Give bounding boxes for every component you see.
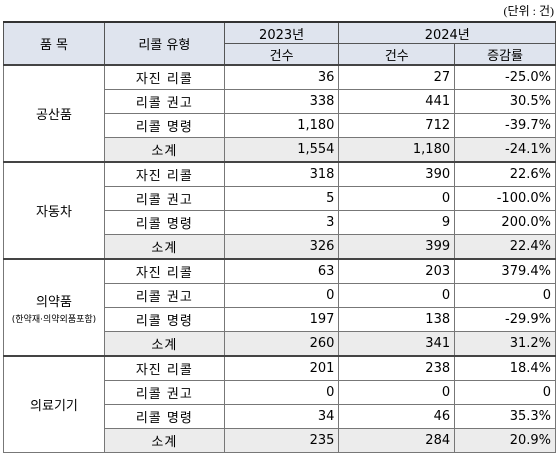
table-row: 소계 260 341 31.2% (4, 331, 556, 357)
group-note: (한약재·의약외품포함) (11, 314, 97, 325)
number-cell: -25.0% (454, 64, 556, 90)
recall-type: 리콜 명령 (103, 113, 225, 138)
number-cell: 203 (338, 258, 456, 284)
number-cell: 318 (223, 161, 340, 187)
number-cell: 399 (338, 234, 456, 260)
recall-type: 자진 리콜 (103, 64, 225, 90)
recall-type: 자진 리콜 (103, 258, 225, 284)
number-cell: 1,180 (223, 113, 340, 138)
number-cell: 46 (338, 404, 456, 429)
number-cell: 390 (338, 161, 456, 187)
table-row: 자동차 자진 리콜 318 390 22.6% (3, 161, 556, 260)
group-name: 공산품 (36, 108, 72, 123)
number-cell: 3 (223, 210, 340, 235)
number-cell: 63 (223, 258, 340, 284)
header-cell: 2023년 (223, 21, 340, 44)
table-row: 리콜 명령 197 138 -29.9% (4, 307, 556, 332)
group-name: 의약품 (36, 294, 72, 310)
recall-type: 리콜 명령 (103, 404, 225, 429)
group-name: 자동차 (36, 205, 72, 220)
group-name: 의료기기 (30, 399, 78, 414)
number-cell: 0 (223, 283, 340, 308)
group-cell: 자동차 (3, 161, 105, 260)
group-cell: 의약품 (한약재·의약외품포함) (3, 258, 105, 357)
number-cell: 0 (454, 380, 556, 405)
header-cell: 리콜 유형 (103, 21, 225, 66)
number-cell: 35.3% (454, 404, 556, 429)
number-cell: 34 (223, 404, 340, 429)
recall-type: 자진 리콜 (103, 355, 225, 381)
recall-type: 리콜 권고 (103, 380, 225, 405)
table-row: 소계 1,554 1,180 -24.1% (4, 137, 556, 163)
number-cell: 238 (338, 355, 456, 381)
number-cell: 138 (338, 307, 456, 332)
table-row: 리콜 권고 5 0 -100.0% (4, 186, 556, 211)
recall-type: 소계 (103, 234, 225, 260)
table-row: 의약품 (한약재·의약외품포함) 자진 리콜 63 203 379.4% (3, 258, 556, 357)
number-cell: 5 (223, 186, 340, 211)
number-cell: 235 (223, 428, 340, 453)
recall-type: 소계 (103, 331, 225, 357)
number-cell: 379.4% (454, 258, 556, 284)
number-cell: 30.5% (454, 89, 556, 114)
number-cell: 0 (454, 283, 556, 308)
number-cell: 341 (338, 331, 456, 357)
number-cell: 338 (223, 89, 340, 114)
header-cell: 건수 (223, 43, 340, 66)
recall-type: 소계 (103, 137, 225, 163)
recall-table: 품 목 리콜 유형 2023년 2024년 건수 건수 증감률 공산품 자진 리콜… (3, 21, 556, 453)
number-cell: 36 (223, 64, 340, 90)
group-cell: 공산품 (3, 64, 105, 163)
number-cell: 18.4% (454, 355, 556, 381)
number-cell: 22.4% (454, 234, 556, 260)
table-row: 공산품 자진 리콜 36 27 -25.0% (3, 64, 556, 163)
table-row: 리콜 명령 3 9 200.0% (4, 210, 556, 235)
recall-type: 리콜 명령 (103, 307, 225, 332)
number-cell: -29.9% (454, 307, 556, 332)
number-cell: 197 (223, 307, 340, 332)
number-cell: 0 (338, 380, 456, 405)
recall-type: 리콜 권고 (103, 89, 225, 114)
number-cell: 441 (338, 89, 456, 114)
table-row: 리콜 권고 0 0 0 (4, 283, 556, 308)
number-cell: 31.2% (454, 331, 556, 357)
header-cell: 건수 (338, 43, 456, 66)
recall-type: 리콜 권고 (103, 283, 225, 308)
table-row: 소계 235 284 20.9% (4, 428, 556, 453)
table-row: 리콜 권고 338 441 30.5% (4, 89, 556, 114)
number-cell: 20.9% (454, 428, 556, 453)
number-cell: -24.1% (454, 137, 556, 163)
recall-type: 리콜 권고 (103, 186, 225, 211)
number-cell: 1,554 (223, 137, 340, 163)
number-cell: 200.0% (454, 210, 556, 235)
header-cell: 2024년 (338, 21, 556, 44)
number-cell: 0 (338, 186, 456, 211)
recall-type: 자진 리콜 (103, 161, 225, 187)
table-row: 리콜 명령 1,180 712 -39.7% (4, 113, 556, 138)
number-cell: 201 (223, 355, 340, 381)
unit-label: (단위 : 건) (503, 4, 554, 18)
number-cell: 326 (223, 234, 340, 260)
table-row: 의료기기 자진 리콜 201 238 18.4% (3, 355, 556, 453)
number-cell: 0 (338, 283, 456, 308)
number-cell: 9 (338, 210, 456, 235)
number-cell: 712 (338, 113, 456, 138)
number-cell: 260 (223, 331, 340, 357)
header-cell: 품 목 (3, 21, 105, 66)
number-cell: 22.6% (454, 161, 556, 187)
table-row: 리콜 명령 34 46 35.3% (4, 404, 556, 429)
number-cell: 1,180 (338, 137, 456, 163)
number-cell: -100.0% (454, 186, 556, 211)
number-cell: 284 (338, 428, 456, 453)
recall-type: 리콜 명령 (103, 210, 225, 235)
table-row: 리콜 권고 0 0 0 (4, 380, 556, 405)
recall-type: 소계 (103, 428, 225, 453)
header-cell: 증감률 (454, 43, 556, 66)
number-cell: 0 (223, 380, 340, 405)
number-cell: -39.7% (454, 113, 556, 138)
group-cell: 의료기기 (3, 355, 105, 453)
number-cell: 27 (338, 64, 456, 90)
